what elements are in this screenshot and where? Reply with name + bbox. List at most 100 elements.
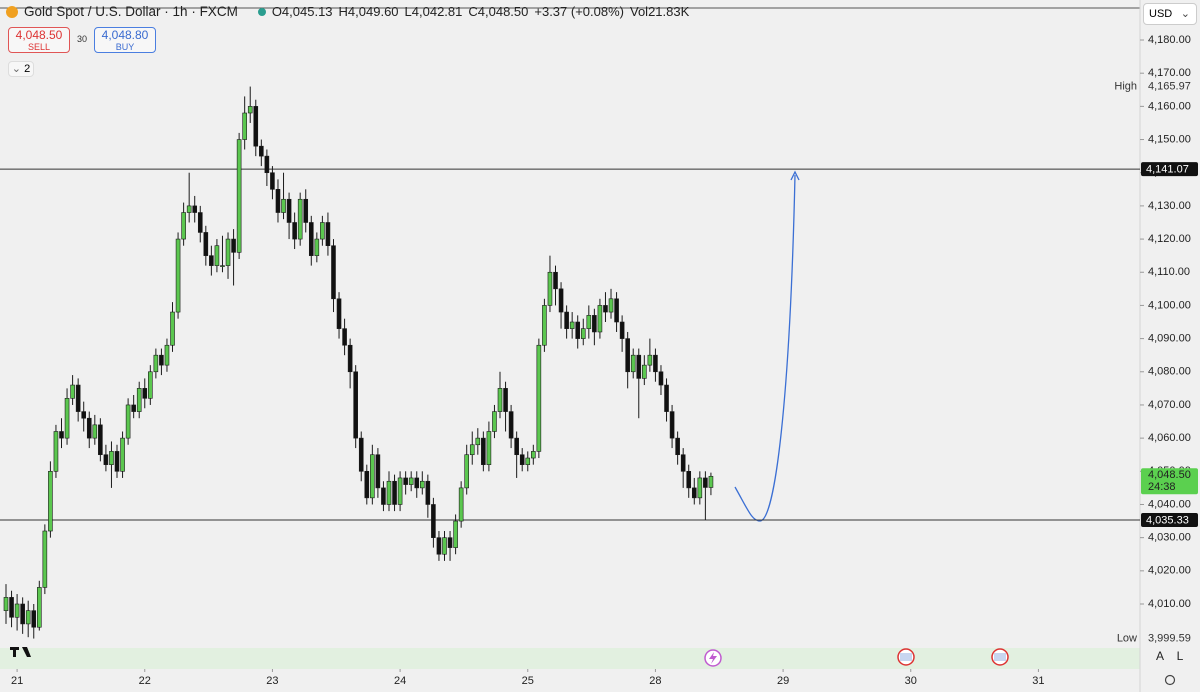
candle-body — [703, 477, 708, 488]
x-tick-label: 29 — [777, 675, 789, 687]
candle-body — [403, 477, 408, 485]
countdown: 24:38 — [1148, 481, 1176, 493]
y-tick-label: 4,080.00 — [1148, 366, 1191, 378]
candle-body — [192, 205, 198, 213]
candle-body — [342, 328, 347, 346]
candle-body — [658, 371, 664, 386]
candle-body — [558, 288, 564, 313]
scale-button[interactable]: A — [1156, 649, 1164, 663]
ohlc-low: L4,042.81 — [404, 4, 463, 19]
candle-body — [492, 411, 497, 432]
indicators-count: 2 — [24, 63, 31, 75]
candle-body — [242, 112, 247, 140]
candle-body — [109, 451, 114, 465]
candle-body — [642, 364, 647, 379]
candle-body — [75, 384, 81, 412]
candle-body — [697, 477, 703, 499]
candle-body — [575, 321, 581, 339]
sell-price: 4,048.50 — [15, 28, 63, 42]
y-tick-label: 4,130.00 — [1148, 200, 1191, 212]
legend: Gold Spot / U.S. Dollar · 1h · FXCM O4,0… — [6, 4, 689, 19]
candle-body — [247, 106, 253, 114]
drawn-projection — [734, 174, 796, 522]
candle-body — [231, 238, 236, 253]
candle-body — [536, 344, 542, 452]
sell-label: SELL — [27, 42, 51, 52]
candle-body — [447, 537, 453, 548]
candle-body — [519, 454, 525, 465]
price-tag — [1141, 162, 1198, 177]
candle-body — [320, 222, 325, 240]
candle-body — [564, 311, 569, 329]
high-marker-label: 4,165.97 — [1148, 80, 1191, 92]
candle-body — [125, 404, 131, 439]
candle-body — [131, 404, 136, 412]
y-tick-label: 4,090.00 — [1148, 333, 1191, 345]
candle-body — [608, 298, 614, 313]
price-tag — [1141, 512, 1198, 527]
candle-body — [308, 222, 314, 256]
y-tick-label: 4,120.00 — [1148, 233, 1191, 245]
settings-icon[interactable] — [1164, 674, 1176, 686]
candle-body — [436, 537, 442, 555]
buy-price: 4,048.80 — [101, 28, 149, 42]
candle-body — [120, 437, 125, 472]
candle-body — [186, 205, 192, 213]
candle-body — [431, 504, 436, 538]
candle-body — [397, 477, 403, 505]
candle-body — [114, 451, 120, 472]
ohlc-high: H4,049.60 — [338, 4, 399, 19]
x-tick-label: 31 — [1032, 675, 1044, 687]
candle-body — [486, 431, 492, 465]
candle-body — [92, 424, 98, 439]
candle-body — [64, 398, 70, 439]
candle-body — [419, 480, 425, 489]
candle-body — [653, 354, 658, 373]
candle-body — [619, 321, 625, 339]
sell-button[interactable]: 4,048.50 SELL — [8, 27, 70, 53]
candle-body — [53, 431, 59, 472]
scale-button[interactable]: L — [1177, 649, 1184, 663]
events-strip — [0, 648, 1140, 669]
candle-body — [586, 315, 592, 329]
indicators-toggle[interactable]: ⌄ 2 — [8, 61, 34, 77]
candle-body — [86, 417, 92, 439]
candle-body — [98, 424, 103, 456]
candle-body — [381, 487, 386, 505]
y-tick-label: 4,040.00 — [1148, 498, 1191, 510]
currency-select[interactable]: USD ⌄ — [1143, 3, 1197, 25]
flag-fill — [900, 653, 912, 661]
candle-body — [181, 212, 186, 240]
price-tag-label: 4,035.33 — [1146, 514, 1189, 526]
buy-button[interactable]: 4,048.80 BUY — [94, 27, 156, 53]
y-tick-label: 4,060.00 — [1148, 432, 1191, 444]
x-tick-label: 21 — [11, 675, 23, 687]
y-tick-label: 4,070.00 — [1148, 399, 1191, 411]
y-tick-label: 4,150.00 — [1148, 133, 1191, 145]
candle-body — [264, 155, 270, 174]
candle-body — [214, 245, 220, 266]
candle-body — [597, 305, 603, 333]
candle-body — [286, 198, 292, 223]
y-tick-label: 4,180.00 — [1148, 34, 1191, 46]
candle-body — [531, 451, 536, 459]
candle-body — [203, 232, 209, 256]
candle-body — [70, 384, 75, 399]
y-tick-label: 4,030.00 — [1148, 532, 1191, 544]
event-icon-bolt — [709, 652, 717, 664]
candle-body — [425, 480, 431, 505]
candle-body — [392, 480, 397, 505]
candle-body — [3, 597, 9, 611]
candle-body — [336, 298, 342, 329]
candle-body — [636, 354, 642, 379]
candle-body — [675, 437, 680, 456]
flag-fill — [994, 653, 1006, 661]
x-tick-label: 28 — [649, 675, 661, 687]
low-marker-name: Low — [1117, 632, 1137, 644]
candle-body — [153, 354, 159, 373]
low-marker-label: 3,999.59 — [1148, 632, 1191, 644]
high-marker-name: High — [1114, 80, 1137, 92]
candle-body — [31, 610, 37, 628]
candle-body — [25, 610, 31, 625]
